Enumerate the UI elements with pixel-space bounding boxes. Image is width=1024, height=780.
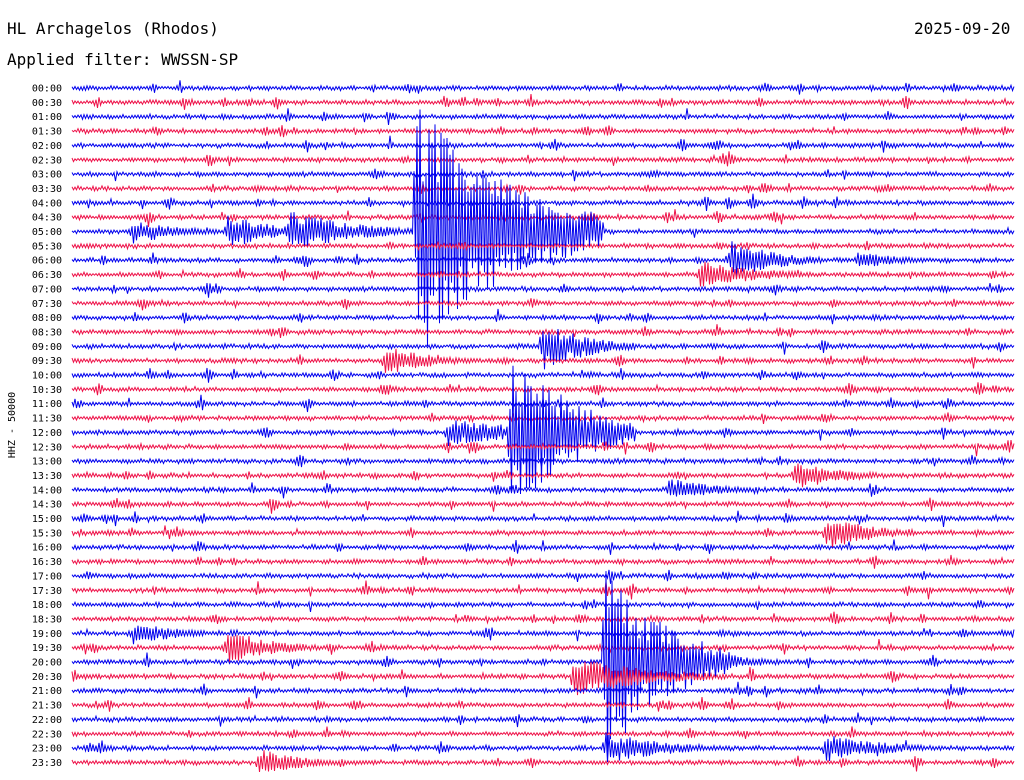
time-label: 16:00 <box>32 543 62 554</box>
trace-0930 <box>71 348 1015 373</box>
trace-1230 <box>71 440 1015 457</box>
time-label: 21:30 <box>32 701 62 712</box>
trace-0500 <box>71 109 1015 347</box>
filter-label: Applied filter: WWSSN-SP <box>7 50 239 69</box>
seismogram-traces <box>71 80 1015 773</box>
trace-0830 <box>71 324 1015 338</box>
date-label: 2025-09-20 <box>914 19 1011 38</box>
time-label: 10:30 <box>32 385 62 396</box>
trace-1000 <box>71 367 1015 383</box>
time-label: 08:00 <box>32 313 62 324</box>
trace-0530 <box>71 240 1015 252</box>
time-label: 19:00 <box>32 629 62 640</box>
time-label: 09:30 <box>32 356 62 367</box>
time-label: 00:30 <box>32 98 62 109</box>
trace-0730 <box>71 298 1015 311</box>
time-label: 14:30 <box>32 500 62 511</box>
trace-0130 <box>71 125 1015 138</box>
time-label: 03:30 <box>32 184 62 195</box>
trace-1700 <box>71 569 1015 584</box>
trace-2230 <box>71 726 1015 739</box>
trace-1400 <box>71 479 1015 499</box>
trace-0900 <box>71 328 1015 370</box>
trace-2000 <box>71 571 1015 753</box>
time-label: 18:30 <box>32 614 62 625</box>
trace-0800 <box>71 308 1015 325</box>
time-label: 11:00 <box>32 399 62 410</box>
time-label: 12:00 <box>32 428 62 439</box>
time-label: 03:00 <box>32 170 62 181</box>
trace-0700 <box>71 283 1015 298</box>
trace-0100 <box>71 108 1015 126</box>
time-label: 13:30 <box>32 471 62 482</box>
time-label: 22:00 <box>32 715 62 726</box>
trace-1900 <box>71 625 1015 645</box>
time-label: 17:30 <box>32 586 62 597</box>
trace-1430 <box>71 497 1015 514</box>
trace-2100 <box>71 681 1015 699</box>
time-label: 12:30 <box>32 442 62 453</box>
station-title: HL Archagelos (Rhodos) <box>7 19 219 38</box>
time-label: 05:30 <box>32 241 62 252</box>
time-label: 01:30 <box>32 127 62 138</box>
time-label: 15:30 <box>32 528 62 539</box>
trace-1930 <box>71 634 1015 663</box>
trace-1730 <box>71 580 1015 600</box>
time-label: 01:00 <box>32 112 62 123</box>
trace-2300 <box>71 732 1015 763</box>
trace-2330 <box>71 750 1015 773</box>
time-label: 22:30 <box>32 729 62 740</box>
time-label: 00:00 <box>32 84 62 95</box>
time-label: 20:30 <box>32 672 62 683</box>
trace-1530 <box>71 522 1015 549</box>
trace-1600 <box>71 539 1015 555</box>
time-label: 13:00 <box>32 457 62 468</box>
time-label: 17:00 <box>32 571 62 582</box>
trace-2030 <box>71 661 1015 696</box>
trace-0230 <box>71 151 1015 167</box>
time-tick-labels: 00:00 00:30 01:00 01:30 02:00 02:30 03:00 03:30… <box>32 84 62 769</box>
trace-0630 <box>71 261 1015 287</box>
trace-0000 <box>71 80 1015 95</box>
trace-2200 <box>71 712 1015 728</box>
trace-1500 <box>71 510 1015 527</box>
time-label: 19:30 <box>32 643 62 654</box>
time-label: 18:00 <box>32 600 62 611</box>
time-label: 15:00 <box>32 514 62 525</box>
time-label: 20:00 <box>32 658 62 669</box>
time-label: 02:30 <box>32 155 62 166</box>
time-label: 23:30 <box>32 758 62 769</box>
trace-0330 <box>71 181 1015 195</box>
time-label: 02:00 <box>32 141 62 152</box>
time-label: 16:30 <box>32 557 62 568</box>
trace-1300 <box>71 454 1015 468</box>
trace-0030 <box>71 94 1015 110</box>
time-label: 10:00 <box>32 371 62 382</box>
time-label: 23:00 <box>32 744 62 755</box>
time-label: 09:00 <box>32 342 62 353</box>
trace-1630 <box>71 554 1015 569</box>
time-label: 06:30 <box>32 270 62 281</box>
trace-0600 <box>71 241 1015 277</box>
time-label: 14:00 <box>32 485 62 496</box>
time-label: 11:30 <box>32 414 62 425</box>
trace-2130 <box>71 697 1015 712</box>
time-label: 05:00 <box>32 227 62 238</box>
time-label: 07:30 <box>32 299 62 310</box>
time-label: 08:30 <box>32 327 62 338</box>
trace-0200 <box>71 135 1015 153</box>
time-label: 07:00 <box>32 284 62 295</box>
trace-1200 <box>71 365 1015 495</box>
trace-1800 <box>71 599 1015 612</box>
time-label: 04:30 <box>32 213 62 224</box>
y-axis-label: HHZ - 50000 <box>7 392 18 458</box>
trace-0400 <box>71 193 1015 211</box>
trace-0300 <box>71 168 1015 182</box>
trace-1330 <box>71 463 1015 488</box>
time-label: 06:00 <box>32 256 62 267</box>
trace-1830 <box>71 611 1015 625</box>
time-label: 04:00 <box>32 198 62 209</box>
time-label: 21:00 <box>32 686 62 697</box>
